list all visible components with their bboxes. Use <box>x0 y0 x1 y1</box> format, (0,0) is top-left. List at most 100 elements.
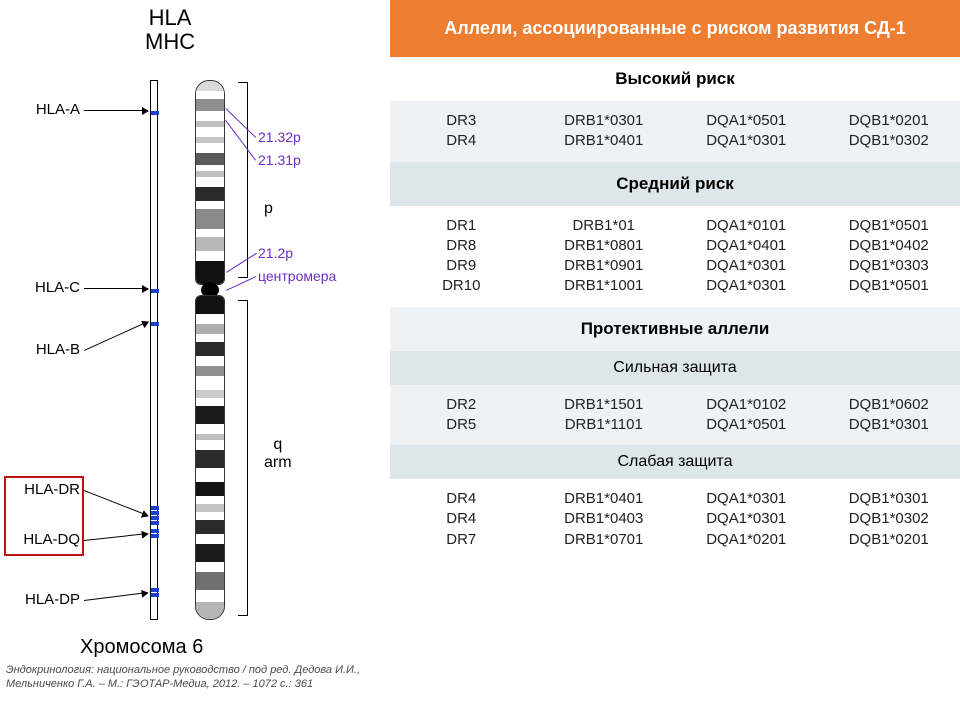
band <box>196 496 224 504</box>
locus-arrow <box>84 533 148 541</box>
cyto-label: 21.32p <box>258 129 301 145</box>
band <box>196 251 224 261</box>
locus-arrow <box>84 592 148 601</box>
locus-tick <box>151 588 159 592</box>
locus-tick <box>151 111 159 115</box>
chromosome-diagram: HLA MHC p q arm Хромосома 6 Эндокринолог… <box>0 0 390 720</box>
locus-tick <box>151 506 159 510</box>
band <box>196 390 224 398</box>
band <box>196 366 224 376</box>
band <box>196 91 224 99</box>
band <box>196 534 224 544</box>
cyto-label: центромера <box>258 268 336 284</box>
band <box>196 450 224 468</box>
band <box>196 468 224 482</box>
band <box>196 296 224 314</box>
locus-label-hla-dp: HLA-DP <box>10 591 80 608</box>
q-bracket <box>238 300 248 616</box>
locus-tick <box>151 289 159 293</box>
allele-cell: DRB1*01 DRB1*0801 DRB1*0901 DRB1*1001 <box>533 206 676 307</box>
q-arm-label: q arm <box>264 436 292 472</box>
locus-label-hla-c: HLA-C <box>10 279 80 296</box>
locus-arrow <box>84 288 148 289</box>
hla-title: HLA MHC <box>145 6 195 54</box>
band <box>196 342 224 356</box>
band <box>196 424 224 434</box>
locus-arrow <box>84 321 148 351</box>
locus-tick <box>151 534 159 538</box>
locus-tick <box>151 516 159 520</box>
allele-cell: DQA1*0101 DQA1*0401 DQA1*0301 DQA1*0301 <box>675 206 818 307</box>
allele-row: DR1 DR8 DR9 DR10DRB1*01 DRB1*0801 DRB1*0… <box>390 206 960 307</box>
band <box>196 209 224 229</box>
citation: Эндокринология: национальное руководство… <box>6 664 386 692</box>
allele-cell: DQB1*0501 DQB1*0402 DQB1*0303 DQB1*0501 <box>818 206 960 307</box>
band <box>196 81 224 91</box>
section-header: Средний риск <box>390 162 960 206</box>
band <box>196 201 224 209</box>
band <box>196 111 224 121</box>
locus-label-hla-b: HLA-B <box>10 341 80 358</box>
table-title: Аллели, ассоциированные с риском развити… <box>390 0 960 57</box>
locus-arrow <box>84 490 148 516</box>
band <box>196 406 224 424</box>
p-arm <box>195 80 225 285</box>
allele-cell: DRB1*0401 DRB1*0403 DRB1*0701 <box>533 479 676 560</box>
cyto-label: 21.31p <box>258 152 301 168</box>
cyto-label: 21.2p <box>258 245 293 261</box>
section-header: Высокий риск <box>390 57 960 101</box>
allele-cell: DR1 DR8 DR9 DR10 <box>390 206 533 307</box>
locus-tick <box>151 521 159 525</box>
allele-cell: DQB1*0201 DQB1*0302 <box>818 101 960 162</box>
q-arm <box>195 295 225 620</box>
band <box>196 356 224 366</box>
band <box>196 482 224 496</box>
band <box>196 562 224 572</box>
band <box>196 572 224 590</box>
allele-row: DR3 DR4DRB1*0301 DRB1*0401DQA1*0501 DQA1… <box>390 101 960 162</box>
subsection-header: Сильная защита <box>390 351 960 385</box>
allele-cell: DR3 DR4 <box>390 101 533 162</box>
band <box>196 398 224 406</box>
hla-title-2: MHC <box>145 29 195 54</box>
allele-row: DR4 DR4 DR7DRB1*0401 DRB1*0403 DRB1*0701… <box>390 479 960 560</box>
p-bracket <box>238 82 248 278</box>
band <box>196 590 224 602</box>
locus-tick <box>151 593 159 597</box>
scale-bar <box>150 80 158 620</box>
ideogram <box>195 80 225 620</box>
chromosome-caption: Хромосома 6 <box>80 636 203 659</box>
locus-tick <box>151 529 159 533</box>
band <box>196 440 224 450</box>
p-arm-label: p <box>264 200 273 218</box>
locus-tick <box>151 511 159 515</box>
band <box>196 127 224 137</box>
hla-title-1: HLA <box>149 5 192 30</box>
locus-label-hla-a: HLA-A <box>10 101 80 118</box>
band <box>196 314 224 324</box>
locus-arrow <box>84 110 148 111</box>
allele-cell: DRB1*1501 DRB1*1101 <box>533 385 676 446</box>
allele-cell: DQA1*0301 DQA1*0301 DQA1*0201 <box>675 479 818 560</box>
band <box>196 544 224 562</box>
allele-cell: DQA1*0501 DQA1*0301 <box>675 101 818 162</box>
locus-tick <box>151 322 159 326</box>
band <box>196 177 224 187</box>
allele-cell: DQA1*0102 DQA1*0501 <box>675 385 818 446</box>
allele-table: Аллели, ассоциированные с риском развити… <box>390 0 960 720</box>
allele-cell: DQB1*0301 DQB1*0302 DQB1*0201 <box>818 479 960 560</box>
band <box>196 512 224 520</box>
band <box>196 324 224 334</box>
band <box>196 334 224 342</box>
band <box>196 187 224 201</box>
allele-cell: DRB1*0301 DRB1*0401 <box>533 101 676 162</box>
band <box>196 153 224 165</box>
band <box>196 602 224 620</box>
band <box>196 99 224 111</box>
band <box>196 143 224 153</box>
table-body: Высокий рискDR3 DR4DRB1*0301 DRB1*0401DQ… <box>390 57 960 560</box>
section-header: Протективные аллели <box>390 307 960 351</box>
hla-dr-dq-highlight <box>4 476 84 556</box>
subsection-header: Слабая защита <box>390 445 960 479</box>
band <box>196 520 224 534</box>
